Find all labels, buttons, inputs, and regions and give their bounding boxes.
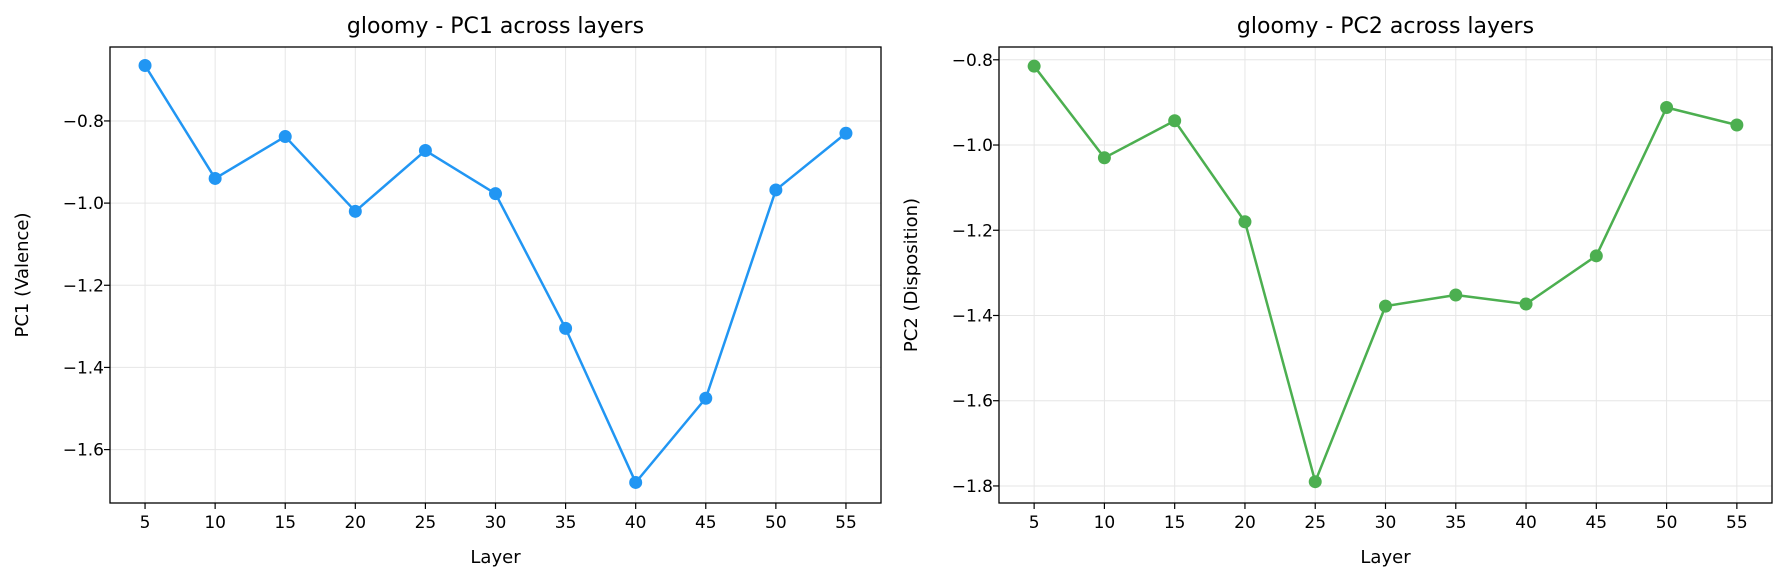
x-tick-label: 45 — [1585, 513, 1607, 533]
x-tick-label: 20 — [344, 513, 366, 533]
x-tick-label: 5 — [140, 513, 151, 533]
x-tick-label: 15 — [1164, 513, 1186, 533]
y-tick-label: −1.2 — [63, 276, 104, 296]
y-axis-label: PC1 (Valence) — [12, 212, 33, 337]
x-tick-label: 10 — [1094, 513, 1116, 533]
x-tick-label: 35 — [1445, 513, 1467, 533]
data-point — [1589, 249, 1603, 263]
x-tick-label: 25 — [415, 513, 437, 533]
data-point — [1379, 299, 1392, 313]
y-tick-label: −1.8 — [952, 477, 993, 497]
chart-panel-1: 5 10 15 20 25 30 35 40 45 50 55 −0.8 −1.0 −1.2 −1.4 −1.… — [12, 14, 882, 568]
y-tick-label: −0.8 — [63, 112, 104, 132]
data-point — [559, 321, 573, 335]
chart-title: gloomy - PC1 across layers — [347, 14, 644, 39]
x-tick-label: 15 — [274, 513, 296, 533]
data-point — [348, 204, 362, 218]
data-point — [629, 475, 643, 489]
data-point — [1238, 215, 1252, 229]
data-point — [489, 187, 502, 201]
data-point — [1449, 288, 1463, 302]
data-point — [418, 144, 432, 158]
data-point — [138, 58, 152, 72]
x-tick-label: 5 — [1029, 513, 1040, 533]
x-tick-label: 55 — [835, 513, 857, 533]
x-tick-label: 20 — [1234, 513, 1256, 533]
y-tick-label: −1.6 — [952, 392, 993, 412]
data-point — [1308, 475, 1322, 489]
x-tick-label: 40 — [1515, 513, 1537, 533]
x-tick-label: 50 — [765, 513, 787, 533]
y-tick-label: −1.4 — [63, 358, 104, 378]
data-point — [839, 126, 853, 140]
y-tick-label: −0.8 — [952, 51, 993, 71]
x-tick-label: 50 — [1656, 513, 1678, 533]
data-point — [769, 183, 783, 197]
x-tick-label: 30 — [1375, 513, 1397, 533]
data-point — [699, 391, 713, 405]
x-tick-label: 30 — [485, 513, 507, 533]
x-axis-label: Layer — [1360, 547, 1411, 568]
chart-title: gloomy - PC2 across layers — [1237, 14, 1534, 39]
data-point — [1660, 101, 1674, 115]
x-tick-label: 40 — [625, 513, 647, 533]
x-tick-label: 25 — [1304, 513, 1326, 533]
y-tick-label: −1.0 — [63, 194, 104, 214]
x-tick-label: 10 — [204, 513, 226, 533]
y-axis-label: PC2 (Disposition) — [901, 198, 922, 352]
y-tick-label: −1.6 — [63, 441, 104, 461]
data-point — [1519, 297, 1533, 311]
data-point — [278, 130, 292, 144]
y-tick-label: −1.4 — [952, 306, 993, 326]
data-point — [1730, 118, 1744, 132]
data-point — [1168, 114, 1182, 128]
y-tick-label: −1.2 — [952, 221, 993, 241]
data-point — [1027, 59, 1041, 73]
x-tick-label: 35 — [555, 513, 577, 533]
y-tick-label: −1.0 — [952, 136, 993, 156]
chart-panel-2: 5 10 15 20 25 30 35 40 45 50 55 −0.8 −1.0 −1.2 −1.4 −1.… — [901, 14, 1773, 568]
x-axis-label: Layer — [470, 547, 521, 568]
data-point — [208, 171, 222, 185]
data-point — [1097, 151, 1111, 165]
x-tick-label: 55 — [1726, 513, 1748, 533]
x-tick-label: 45 — [695, 513, 717, 533]
